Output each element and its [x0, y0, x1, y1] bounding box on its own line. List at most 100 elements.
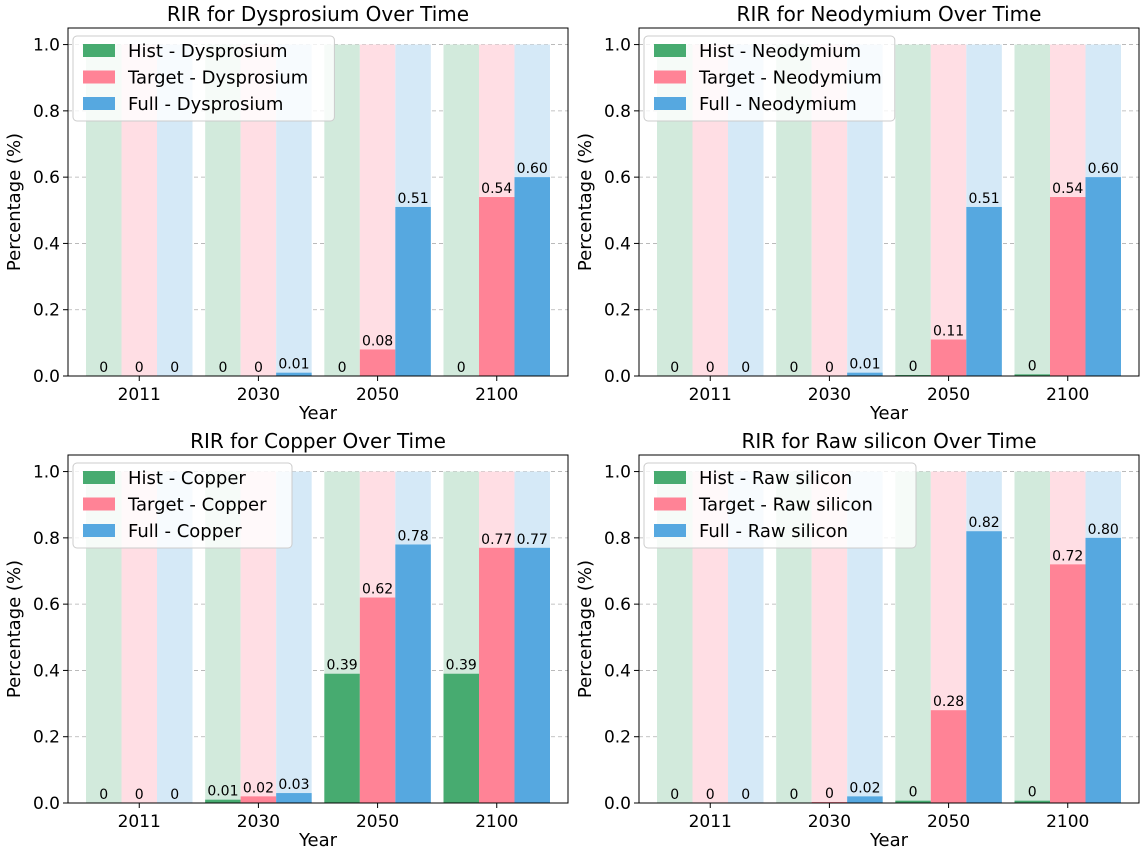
x-tick-label: 2030 — [808, 385, 851, 405]
x-tick-label: 2011 — [689, 812, 732, 832]
legend-swatch — [654, 44, 686, 57]
data-label: 0 — [706, 360, 715, 376]
legend-label: Full - Dysprosium — [128, 94, 283, 115]
data-label: 0 — [789, 360, 798, 376]
plot-frame — [67, 27, 569, 377]
x-tick-label: 2100 — [475, 385, 518, 405]
legend: Hist - Neodymium Target - Neodymium Full -… — [643, 35, 896, 122]
data-bar — [1014, 374, 1050, 376]
y-axis-label: Percentage (%) — [575, 560, 596, 698]
y-tick-label: 0.4 — [33, 234, 60, 254]
data-label: 0.78 — [397, 528, 428, 544]
y-tick-label: 0.8 — [604, 529, 631, 549]
x-tick-label: 2050 — [927, 385, 970, 405]
legend: Hist - Copper Target - Copper Full - Coppe… — [72, 462, 293, 549]
legend-swatch — [83, 471, 115, 484]
background-bar — [443, 44, 479, 376]
data-label: 0 — [825, 360, 834, 376]
y-tick-label: 0.2 — [33, 728, 60, 748]
data-bar — [930, 339, 967, 376]
data-bar — [395, 544, 431, 803]
legend-swatch — [83, 524, 115, 537]
data-label: 0.80 — [1088, 522, 1119, 538]
data-label: 0 — [1028, 358, 1037, 374]
legend-label: Target - Dysprosium — [127, 68, 308, 89]
legend-box — [72, 462, 293, 549]
data-label: 0.39 — [446, 658, 477, 674]
data-label: 0 — [1028, 785, 1037, 801]
y-tick-label: 0.0 — [604, 794, 631, 814]
data-bar — [966, 531, 1002, 803]
data-label: 0.02 — [849, 780, 880, 796]
data-bar — [359, 349, 396, 376]
legend: Hist - Raw silicon Target - Raw silicon Fu… — [643, 462, 917, 549]
data-bar — [479, 547, 515, 803]
y-tick-label: 0.8 — [33, 102, 60, 122]
data-label: 0 — [741, 360, 750, 376]
data-label: 0 — [135, 360, 144, 376]
y-tick-label: 1.0 — [604, 36, 631, 56]
legend-box — [643, 462, 917, 549]
data-label: 0.60 — [517, 161, 548, 177]
data-label: 0.60 — [1088, 161, 1119, 177]
legend-swatch — [83, 97, 115, 110]
legend-swatch — [83, 70, 115, 84]
plot-frame — [638, 27, 1140, 377]
chart-panel-1: 0 0 0 0 0 0.01 0 0.11 0.51 0 0.54 0.60 0.0 0.2 0.4 0.6 0… — [575, 2, 1140, 424]
legend-label: Target - Raw silicon — [698, 495, 873, 516]
legend-label: Full - Copper — [128, 521, 242, 542]
background-bar — [359, 44, 396, 376]
data-bar — [514, 547, 550, 803]
data-label: 0 — [99, 360, 108, 376]
chart-title: RIR for Copper Over Time — [190, 429, 446, 453]
legend-label: Hist - Raw silicon — [699, 468, 852, 489]
data-label: 0 — [135, 787, 144, 803]
data-bar — [930, 710, 967, 803]
chart-panel-2: 0 0 0 0.01 0.02 0.03 0.39 0.62 0.78 0.39 0.77 0.77 0… — [4, 429, 569, 851]
chart-title: RIR for Neodymium Over Time — [737, 2, 1042, 26]
y-tick-label: 0.4 — [33, 661, 60, 681]
x-tick-label: 2050 — [356, 812, 399, 832]
y-tick-label: 0.8 — [33, 529, 60, 549]
data-bar — [1085, 537, 1121, 803]
data-label: 0.01 — [278, 357, 309, 373]
x-axis-label: Year — [869, 830, 909, 851]
x-tick-label: 2100 — [1046, 385, 1089, 405]
data-label: 0.51 — [968, 191, 999, 207]
data-label: 0 — [254, 360, 263, 376]
data-label: 0.54 — [1052, 181, 1083, 197]
data-label: 0.08 — [362, 333, 393, 349]
x-tick-label: 2030 — [237, 812, 280, 832]
legend: Hist - Dysprosium Target - Dysprosium Full… — [72, 35, 335, 122]
data-label: 0.82 — [968, 515, 999, 531]
data-bar — [240, 796, 277, 803]
data-bar — [847, 372, 883, 376]
x-tick-label: 2100 — [475, 812, 518, 832]
legend-label: Hist - Dysprosium — [128, 41, 288, 62]
data-bar — [895, 800, 931, 803]
y-tick-label: 0.0 — [604, 367, 631, 387]
x-tick-label: 2011 — [118, 385, 161, 405]
chart-title: RIR for Raw silicon Over Time — [741, 429, 1036, 453]
y-tick-label: 0.4 — [604, 234, 631, 254]
y-tick-label: 1.0 — [604, 463, 631, 483]
legend-swatch — [654, 471, 686, 484]
legend-swatch — [654, 497, 686, 511]
data-label: 0.01 — [849, 357, 880, 373]
x-axis-label: Year — [298, 830, 338, 851]
plot-frame — [67, 454, 569, 804]
legend-label: Target - Neodymium — [698, 68, 882, 89]
data-label: 0.62 — [362, 582, 393, 598]
data-label: 0.02 — [243, 780, 274, 796]
data-label: 0.77 — [481, 532, 512, 548]
legend-swatch — [83, 44, 115, 57]
data-bar — [276, 372, 312, 376]
y-axis-label: Percentage (%) — [4, 560, 25, 698]
data-label: 0 — [457, 360, 466, 376]
legend-label: Hist - Neodymium — [699, 41, 861, 62]
data-bar — [324, 673, 360, 803]
data-bar — [1050, 564, 1086, 803]
data-label: 0 — [909, 785, 918, 801]
x-axis-label: Year — [869, 403, 909, 424]
data-bar — [276, 793, 312, 803]
